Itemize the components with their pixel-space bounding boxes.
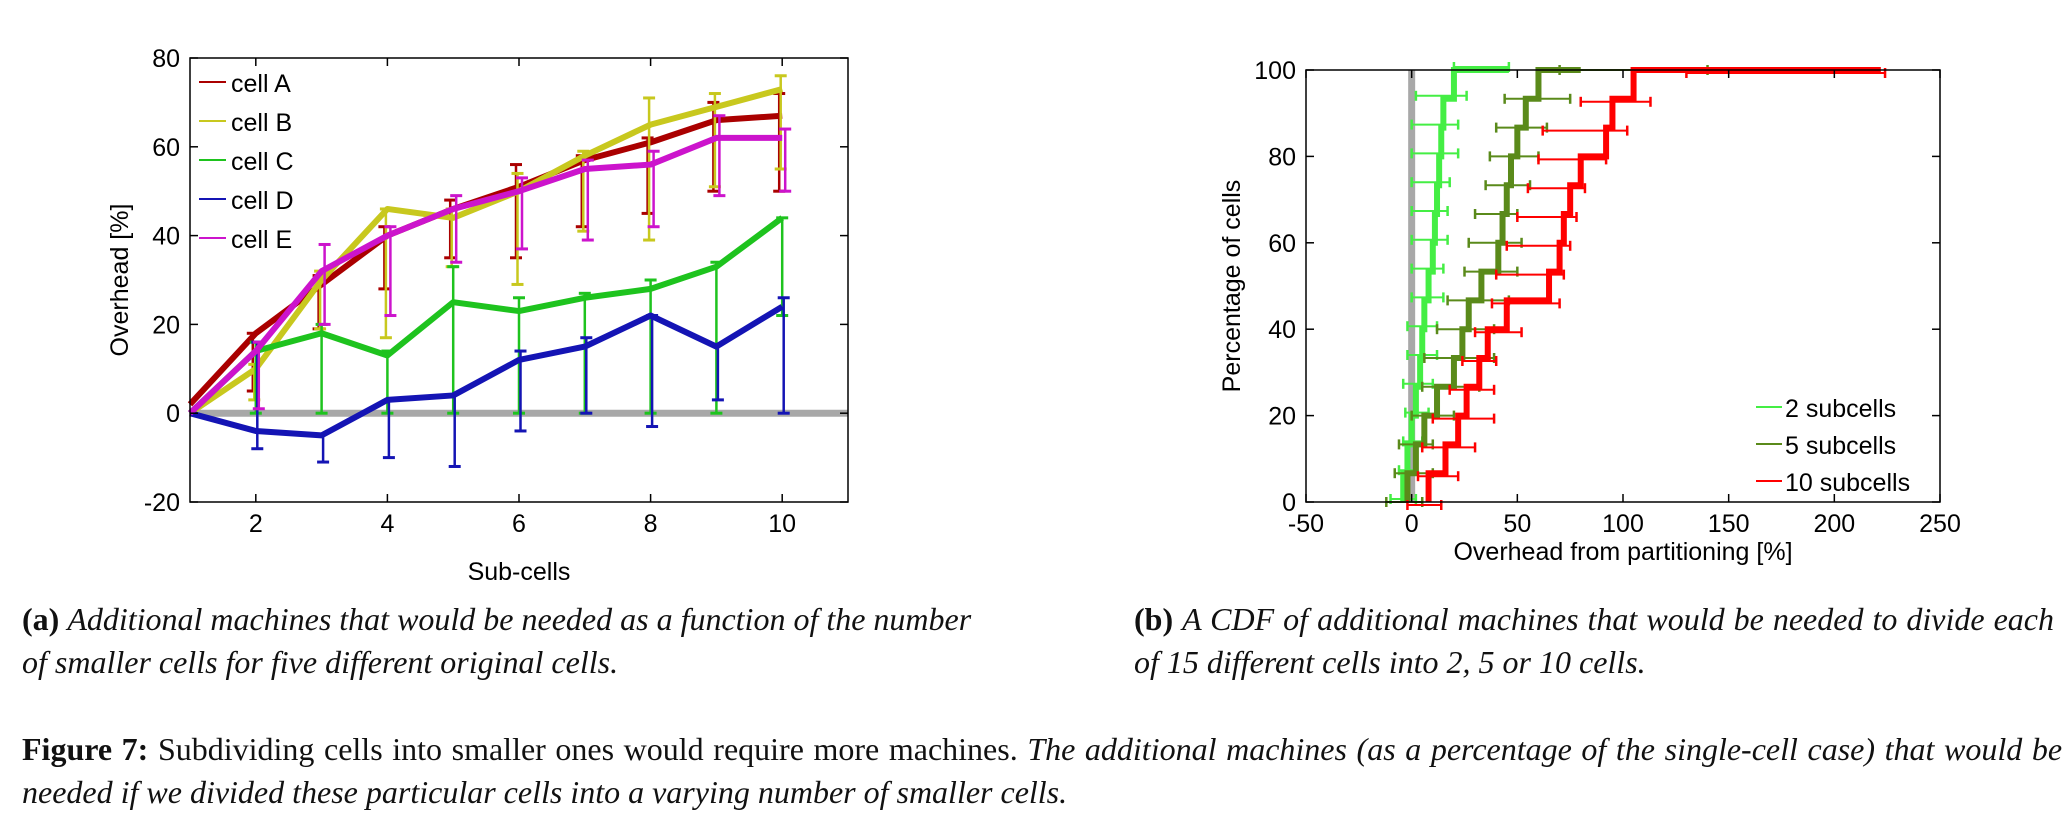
chart-a-y-tick-label: 0 xyxy=(166,400,180,428)
legend-label: cell C xyxy=(231,148,294,176)
chart-a-x-tick-label: 4 xyxy=(380,510,394,538)
chart-b-x-tick-label: 150 xyxy=(1708,510,1750,538)
series-line-cell-e xyxy=(187,134,783,416)
chart-a: 2 4 6 8 10 -20 0 20 40 60 80 Sub-cells Overhead [%] c… xyxy=(106,45,849,586)
legend-label: 5 subcells xyxy=(1785,432,1896,460)
caption-b: (b) A CDF of additional machines that wo… xyxy=(1134,598,2054,684)
caption-a-text: Additional machines that would be needed… xyxy=(22,601,972,680)
chart-b-y-tick-label: 60 xyxy=(1268,230,1296,258)
legend-label: cell B xyxy=(231,109,292,137)
legend-label: cell A xyxy=(231,70,291,98)
legend-label: 10 subcells xyxy=(1785,469,1910,497)
chart-a-x-tick-label: 10 xyxy=(768,510,796,538)
chart-a-y-axis-label: Overhead [%] xyxy=(106,204,134,357)
chart-a-y-tick-label: 40 xyxy=(152,223,180,251)
chart-b-x-tick-label: 50 xyxy=(1503,510,1531,538)
series-line-cell-b xyxy=(188,86,783,416)
series-line-cell-c xyxy=(187,215,784,416)
chart-a-x-tick-label: 8 xyxy=(644,510,658,538)
figure-text-plain: Subdividing cells into smaller ones woul… xyxy=(157,731,1018,767)
cdf-line-10-subcells xyxy=(1425,67,1881,502)
figure-text-italic: The additional machines (as a percentage… xyxy=(22,731,2063,810)
legend-label: 2 subcells xyxy=(1785,395,1896,423)
chart-a-y-tick-label: -20 xyxy=(144,489,180,517)
chart-a-x-tick-label: 6 xyxy=(512,510,526,538)
chart-a-y-tick-label: 20 xyxy=(152,311,180,339)
caption-b-label: (b) xyxy=(1134,601,1174,637)
chart-b-y-tick-label: 100 xyxy=(1254,57,1296,85)
figure-label: Figure 7: xyxy=(22,731,149,767)
cdf-line-5-subcells xyxy=(1404,67,1581,502)
legend-label: cell D xyxy=(231,187,294,215)
chart-a-x-tick-label: 2 xyxy=(249,510,263,538)
chart-b-x-tick-label: -50 xyxy=(1288,510,1324,538)
caption-a: (a) Additional machines that would be ne… xyxy=(22,598,982,684)
chart-b-y-tick-label: 80 xyxy=(1268,143,1296,171)
chart-a-x-axis-label: Sub-cells xyxy=(468,558,571,586)
chart-a-y-tick-label: 80 xyxy=(152,45,180,73)
chart-b-x-tick-label: 100 xyxy=(1602,510,1644,538)
chart-b-x-tick-label: 200 xyxy=(1813,510,1855,538)
chart-b-y-tick-label: 20 xyxy=(1268,403,1296,431)
chart-b-y-tick-label: 0 xyxy=(1282,489,1296,517)
chart-b-y-axis-label: Percentage of cells xyxy=(1218,180,1246,393)
caption-a-label: (a) xyxy=(22,601,60,637)
chart-b-x-tick-label: 0 xyxy=(1405,510,1419,538)
figure-caption: Figure 7: Subdividing cells into smaller… xyxy=(22,728,2062,814)
chart-b-x-axis-label: Overhead from partitioning [%] xyxy=(1453,538,1792,566)
chart-b-x-tick-label: 250 xyxy=(1919,510,1961,538)
caption-b-text: A CDF of additional machines that would … xyxy=(1134,601,2055,680)
chart-a-y-tick-label: 60 xyxy=(152,134,180,162)
legend-label: cell E xyxy=(231,226,292,254)
series-line-cell-d xyxy=(189,304,784,439)
chart-b-y-tick-label: 40 xyxy=(1268,316,1296,344)
